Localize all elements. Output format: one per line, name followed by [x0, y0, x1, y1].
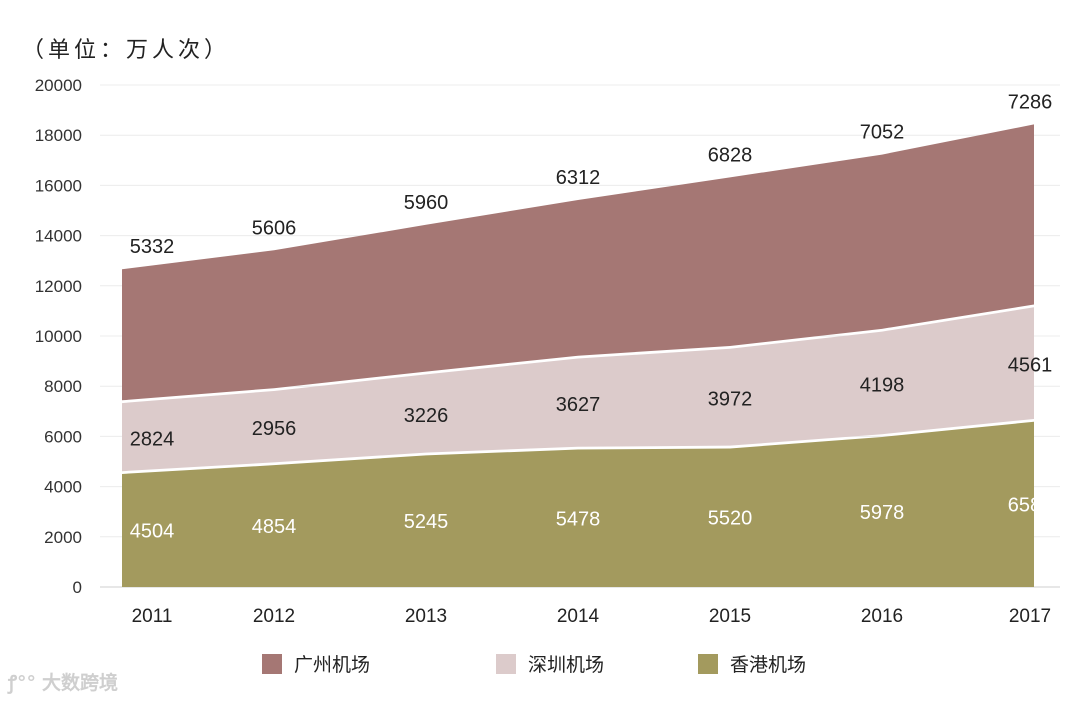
data-label: 5606 [252, 217, 297, 239]
data-labels: 4504 4854 5245 5478 5520 5978 6584 2824 2956 3226… [130, 91, 1053, 542]
y-tick-label: 4000 [44, 478, 82, 497]
y-tick-label: 0 [73, 578, 82, 597]
data-label: 7286 [1008, 91, 1053, 113]
data-label: 4561 [1008, 355, 1053, 377]
y-tick-label: 10000 [35, 327, 82, 346]
legend-label: 深圳机场 [528, 654, 604, 676]
data-label: 5520 [708, 508, 753, 530]
data-label: 6584 [1008, 494, 1053, 516]
legend-label: 香港机场 [730, 654, 806, 676]
x-axis: 2011 2012 2013 2014 2015 2016 2017 [132, 606, 1052, 627]
legend: 广州机场 深圳机场 香港机场 [262, 654, 806, 676]
data-label: 4854 [252, 516, 297, 538]
x-tick-label: 2016 [861, 606, 903, 627]
x-tick-label: 2012 [253, 606, 295, 627]
data-label: 2956 [252, 418, 297, 440]
y-tick-label: 6000 [44, 427, 82, 446]
y-tick-label: 12000 [35, 277, 82, 296]
unit-label: （单位：万人次） [22, 38, 231, 63]
y-tick-label: 2000 [44, 528, 82, 547]
x-tick-label: 2014 [557, 606, 600, 627]
legend-item: 深圳机场 [496, 654, 604, 676]
y-tick-label: 8000 [44, 377, 82, 396]
area-1 [122, 307, 1034, 472]
y-tick-label: 18000 [35, 126, 82, 145]
x-tick-label: 2013 [405, 606, 447, 627]
data-label: 2824 [130, 429, 175, 451]
data-label: 6312 [556, 167, 601, 189]
area-2 [122, 124, 1034, 401]
data-label: 5478 [556, 508, 601, 530]
data-label: 4198 [860, 374, 905, 396]
data-label: 3226 [404, 405, 449, 427]
legend-swatch [262, 654, 282, 674]
data-label: 5978 [860, 502, 905, 524]
x-tick-label: 2017 [1009, 606, 1051, 627]
y-tick-label: 20000 [35, 76, 82, 95]
y-axis: 0 2000 4000 6000 8000 10000 12000 14000 16000 180… [35, 76, 82, 597]
data-label: 6828 [708, 144, 753, 166]
legend-item: 广州机场 [262, 654, 370, 676]
legend-label: 广州机场 [294, 654, 370, 676]
data-label: 7052 [860, 122, 905, 144]
legend-swatch [698, 654, 718, 674]
x-tick-label: 2015 [709, 606, 751, 627]
legend-item: 香港机场 [698, 654, 806, 676]
watermark-logo-icon: ꝭ°° [8, 672, 37, 694]
y-tick-label: 16000 [35, 176, 82, 195]
watermark-text: 大数跨境 [42, 672, 119, 694]
data-label: 5332 [130, 236, 175, 258]
watermark: ꝭ°° 大数跨境 [8, 668, 118, 695]
legend-swatch [496, 654, 516, 674]
y-tick-label: 14000 [35, 227, 82, 246]
x-tick-label: 2011 [132, 606, 173, 627]
series-areas [122, 124, 1034, 587]
data-label: 5960 [404, 192, 449, 214]
data-label: 4504 [130, 520, 175, 542]
data-label: 5245 [404, 511, 449, 533]
area-0 [122, 421, 1034, 587]
data-label: 3627 [556, 394, 601, 416]
data-label: 3972 [708, 389, 753, 411]
